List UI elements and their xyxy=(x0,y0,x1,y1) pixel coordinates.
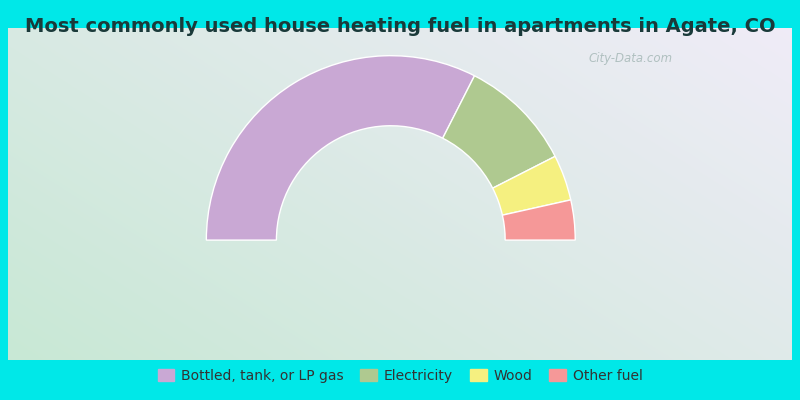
Wedge shape xyxy=(493,156,570,215)
Text: Most commonly used house heating fuel in apartments in Agate, CO: Most commonly used house heating fuel in… xyxy=(25,16,775,36)
Text: City-Data.com: City-Data.com xyxy=(589,52,673,65)
Wedge shape xyxy=(206,56,474,240)
Wedge shape xyxy=(502,200,575,240)
Wedge shape xyxy=(442,76,555,188)
Legend: Bottled, tank, or LP gas, Electricity, Wood, Other fuel: Bottled, tank, or LP gas, Electricity, W… xyxy=(152,364,648,388)
